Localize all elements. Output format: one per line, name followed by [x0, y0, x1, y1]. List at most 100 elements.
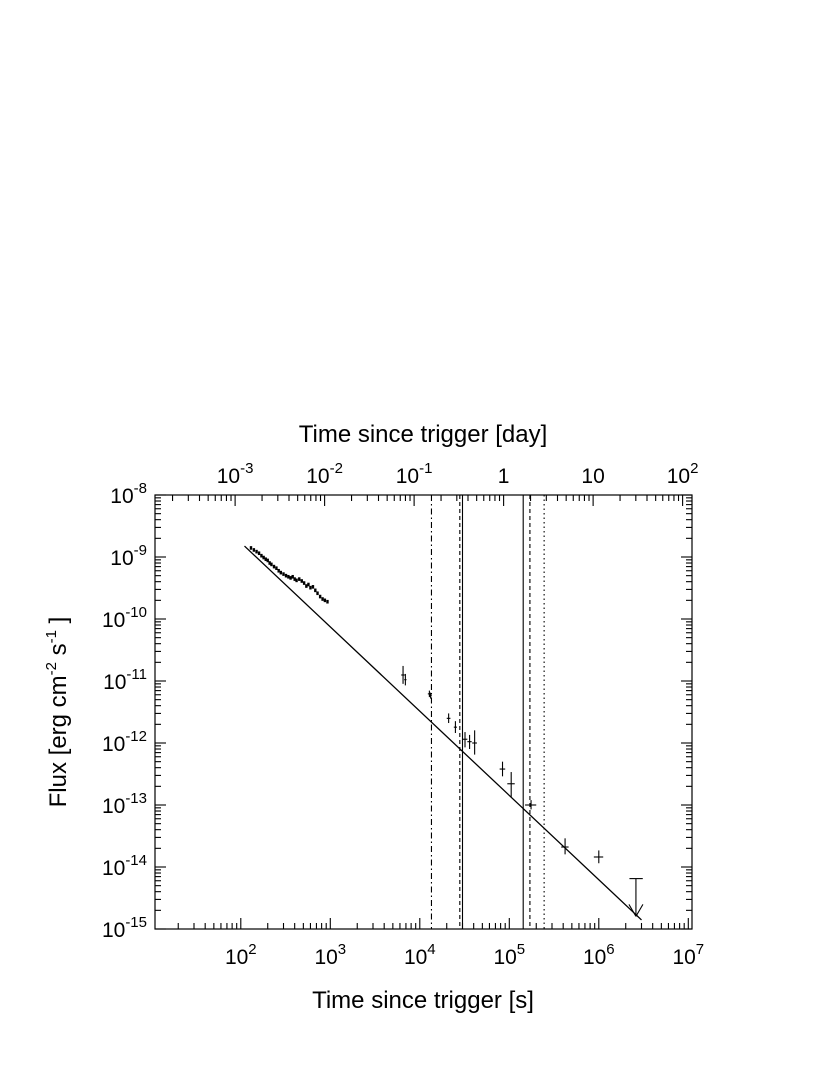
early-data-point — [291, 574, 294, 579]
early-data-point — [318, 594, 322, 599]
early-data-point — [323, 598, 327, 603]
fit-line — [244, 545, 642, 921]
data-point-errorbar — [446, 713, 451, 724]
early-data-point — [279, 570, 283, 575]
early-data-point — [270, 562, 273, 567]
y-tick-label: 10-12 — [102, 728, 147, 756]
early-data-point — [314, 588, 317, 593]
y-tick-label-base: 10 — [102, 919, 125, 942]
fit-line-layer — [244, 545, 642, 921]
x-tick-label-base: 10 — [225, 946, 248, 969]
data-point-errorbar — [404, 673, 407, 686]
early-data-point — [307, 582, 310, 587]
early-data-point — [321, 597, 324, 601]
x-tick-label-base: 10 — [583, 946, 606, 969]
early-data-point — [295, 578, 298, 583]
early-data-point — [277, 568, 280, 573]
data-point-errorbar — [507, 772, 515, 797]
y-tick-label-exp: -10 — [125, 604, 147, 621]
x-top-tick-label-base: 1 — [498, 465, 510, 488]
early-data-point — [262, 555, 265, 560]
x-tick-label-exp: 4 — [427, 941, 435, 958]
x-tick-label-exp: 2 — [248, 941, 256, 958]
early-data-point — [284, 573, 288, 578]
x-tick-label-exp: 5 — [517, 941, 525, 958]
data-points-layer — [249, 546, 644, 917]
y-tick-label-exp: -12 — [125, 728, 147, 745]
early-data-point — [249, 546, 253, 550]
early-data-point — [268, 561, 271, 565]
x-top-tick-label: 10-3 — [217, 460, 254, 488]
x-tick-label: 103 — [314, 941, 346, 969]
y-tick-label-exp: -13 — [125, 790, 147, 807]
plot-frame — [154, 494, 693, 930]
vertical-marker-lines — [430, 495, 545, 929]
x-top-tick-label-base: 10 — [306, 465, 329, 488]
early-data-point — [255, 549, 258, 554]
y-tick-label: 10-10 — [102, 604, 147, 632]
data-point-errorbar — [453, 721, 457, 733]
x-top-tick-label-base: 10 — [581, 465, 604, 488]
y-axis-title-mid: s — [45, 643, 72, 662]
y-tick-label-base: 10 — [102, 795, 125, 818]
early-data-point — [316, 591, 319, 596]
data-point-errorbar — [499, 761, 506, 777]
early-data-point — [287, 574, 290, 579]
early-data-point — [326, 599, 329, 604]
early-data-point — [266, 558, 269, 563]
y-tick-label-base: 10 — [110, 547, 133, 570]
x-tick-label-base: 10 — [672, 946, 695, 969]
early-data-point — [272, 564, 276, 569]
y-axis-title-end: ] — [45, 617, 72, 630]
y-axis-title-exp2: -1 — [43, 630, 60, 643]
upper-limit-arrowhead-right — [635, 904, 644, 917]
early-data-point — [289, 576, 292, 580]
y-tick-label-base: 10 — [102, 733, 125, 756]
y-tick-label-exp: -15 — [125, 914, 147, 931]
data-point-errorbar — [429, 692, 432, 699]
y-tick-label: 10-9 — [110, 542, 147, 570]
axis-ticks — [155, 494, 692, 930]
x-axis-title: Time since trigger [s] — [312, 987, 534, 1014]
y-tick-label-exp: -8 — [134, 480, 147, 497]
x-tick-label-base: 10 — [493, 946, 516, 969]
data-point-errorbar — [593, 850, 604, 864]
y-tick-label: 10-15 — [102, 914, 147, 942]
y-tick-label-base: 10 — [110, 485, 133, 508]
y-tick-label: 10-13 — [102, 790, 147, 818]
x-top-axis-title: Time since trigger [day] — [299, 421, 548, 448]
y-tick-label-exp: -14 — [125, 852, 147, 869]
x-tick-label-exp: 7 — [696, 941, 704, 958]
early-data-point — [257, 551, 261, 556]
x-top-tick-label: 10-2 — [306, 460, 343, 488]
y-tick-label-base: 10 — [102, 857, 125, 880]
x-tick-label: 102 — [225, 941, 257, 969]
early-data-point — [311, 585, 315, 589]
y-tick-label-exp: -11 — [126, 666, 147, 683]
early-data-point — [293, 577, 296, 581]
data-point-errorbar — [401, 665, 405, 684]
x-top-tick-label-exp: -3 — [240, 460, 253, 477]
x-top-tick-label: 10-1 — [396, 460, 433, 488]
data-point-errorbar — [472, 730, 477, 755]
y-tick-label-exp: -9 — [134, 542, 147, 559]
data-point-errorbar — [561, 838, 569, 855]
y-tick-label: 10-11 — [103, 666, 147, 694]
x-top-tick-label-exp: -2 — [330, 460, 343, 477]
y-tick-label-base: 10 — [102, 609, 125, 632]
x-tick-label: 107 — [672, 941, 704, 969]
early-data-point — [300, 579, 303, 583]
x-top-tick-label-base: 10 — [396, 465, 419, 488]
upper-limit-arrowhead-left — [628, 904, 637, 917]
upper-limit-marker — [628, 878, 644, 917]
y-axis-title: Flux [erg cm-2 s-1 ] — [43, 617, 72, 808]
x-top-tick-label-base: 10 — [667, 465, 690, 488]
early-data-point — [282, 572, 285, 576]
data-point-errorbar — [525, 800, 537, 810]
x-top-tick-label: 1 — [498, 465, 510, 488]
early-data-point — [252, 548, 256, 552]
x-tick-label-base: 10 — [314, 946, 337, 969]
x-tick-label-exp: 6 — [606, 941, 614, 958]
data-point-errorbar — [467, 734, 472, 750]
early-data-point — [275, 566, 278, 570]
